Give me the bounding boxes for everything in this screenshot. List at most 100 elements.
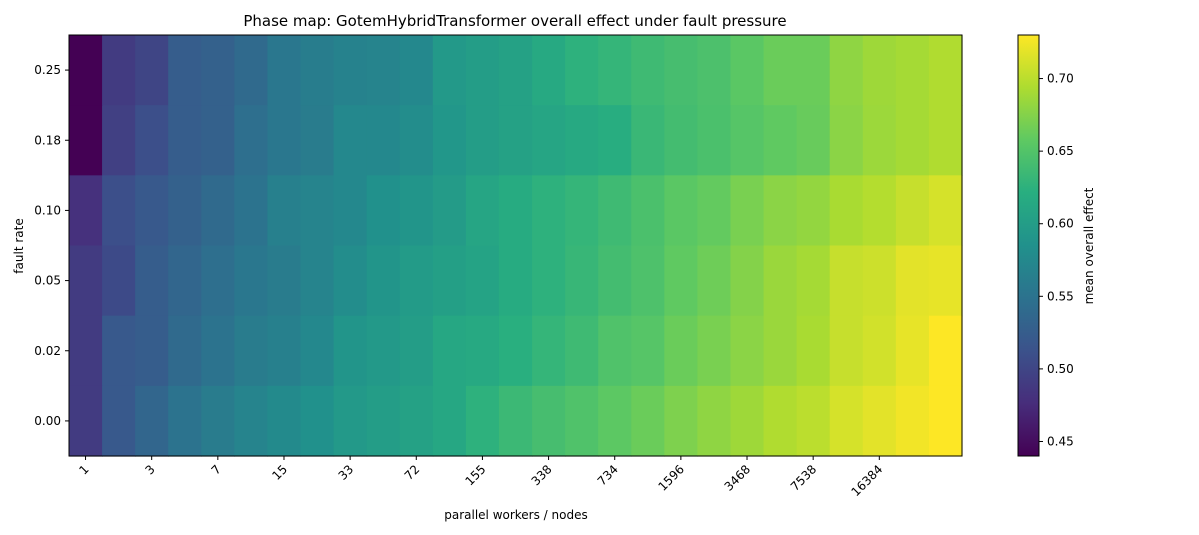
heatmap-cell bbox=[664, 315, 698, 387]
heatmap-cell bbox=[465, 315, 500, 387]
heatmap-cell bbox=[432, 315, 467, 387]
y-tick-label: 0.05 bbox=[34, 274, 61, 288]
colorbar-tick-label: 0.65 bbox=[1047, 144, 1074, 158]
heatmap-cell bbox=[300, 385, 335, 457]
heatmap-cell bbox=[135, 175, 169, 247]
heatmap-cell bbox=[565, 105, 599, 176]
heatmap-cell bbox=[532, 315, 566, 387]
heatmap-cell bbox=[928, 35, 963, 106]
heatmap-cell bbox=[465, 175, 500, 247]
heatmap-cell bbox=[565, 175, 599, 247]
heatmap-cell bbox=[697, 175, 732, 247]
heatmap-cell bbox=[796, 385, 831, 457]
heatmap-cell bbox=[598, 175, 632, 247]
y-tick-label: 0.10 bbox=[34, 203, 61, 217]
heatmap-cell bbox=[201, 105, 235, 176]
heatmap-cell bbox=[895, 385, 930, 457]
heatmap-cell bbox=[135, 105, 169, 176]
heatmap-cell bbox=[598, 245, 632, 317]
heatmap-cell bbox=[333, 35, 368, 106]
heatmap-cell bbox=[69, 105, 103, 176]
x-tick-label: 3468 bbox=[722, 462, 753, 493]
heatmap-cell bbox=[664, 385, 698, 457]
heatmap-cell bbox=[796, 105, 831, 176]
heatmap-cell bbox=[69, 175, 103, 247]
colorbar-tick-label: 0.45 bbox=[1047, 434, 1074, 448]
heatmap-cell bbox=[69, 385, 103, 457]
colorbar-tick-label: 0.55 bbox=[1047, 289, 1074, 303]
heatmap-cell bbox=[168, 35, 202, 106]
heatmap-cell bbox=[829, 385, 864, 457]
heatmap-cell bbox=[399, 175, 434, 247]
heatmap-cell bbox=[366, 315, 401, 387]
heatmap-cell bbox=[928, 245, 963, 317]
heatmap-cell bbox=[300, 175, 335, 247]
heatmap-cell bbox=[498, 315, 533, 387]
heatmap-cell bbox=[234, 315, 269, 387]
y-tick-label: 0.00 bbox=[34, 414, 61, 428]
heatmap-cell bbox=[135, 385, 169, 457]
heatmap-cell bbox=[697, 35, 732, 106]
heatmap-cell bbox=[598, 315, 632, 387]
x-tick-label: 3 bbox=[143, 462, 158, 477]
heatmap-cell bbox=[267, 245, 302, 317]
heatmap-cell bbox=[399, 245, 434, 317]
x-tick-label: 1 bbox=[76, 462, 91, 477]
heatmap-cell bbox=[135, 245, 169, 317]
heatmap-cell bbox=[300, 35, 335, 106]
heatmap-cell bbox=[862, 385, 897, 457]
heatmap-cell bbox=[267, 385, 302, 457]
heatmap-cell bbox=[664, 175, 698, 247]
x-tick-label: 155 bbox=[462, 462, 488, 488]
heatmap-cell bbox=[565, 35, 599, 106]
heatmap-cell bbox=[730, 385, 765, 457]
heatmap-cell bbox=[796, 315, 831, 387]
heatmap-cell bbox=[862, 315, 897, 387]
heatmap-cell bbox=[532, 175, 566, 247]
heatmap-cell bbox=[532, 385, 566, 457]
heatmap-cell bbox=[763, 105, 798, 176]
heatmap-cell bbox=[697, 105, 732, 176]
heatmap-cell bbox=[763, 385, 798, 457]
x-tick-label: 15 bbox=[269, 462, 290, 483]
heatmap-cell bbox=[366, 385, 401, 457]
heatmap-cell bbox=[895, 105, 930, 176]
heatmap-cell bbox=[498, 175, 533, 247]
heatmap-cell bbox=[631, 175, 665, 247]
heatmap-cell bbox=[730, 175, 765, 247]
heatmap-cell bbox=[267, 175, 302, 247]
heatmap-cell bbox=[565, 385, 599, 457]
heatmap-cell bbox=[498, 385, 533, 457]
heatmap-cell bbox=[730, 105, 765, 176]
heatmap-cell bbox=[333, 385, 368, 457]
x-tick-label: 1596 bbox=[655, 462, 686, 493]
heatmap-cell bbox=[928, 175, 963, 247]
heatmap-cell bbox=[168, 315, 202, 387]
heatmap-cell bbox=[862, 175, 897, 247]
heatmap-cell bbox=[796, 245, 831, 317]
heatmap-cell bbox=[829, 105, 864, 176]
colorbar-tick-label: 0.60 bbox=[1047, 217, 1074, 231]
heatmap-cell bbox=[234, 35, 269, 106]
x-tick-label: 33 bbox=[336, 462, 357, 483]
heatmap-cell bbox=[465, 385, 500, 457]
y-tick-label: 0.25 bbox=[34, 63, 61, 77]
heatmap-cell bbox=[135, 35, 169, 106]
heatmap-cell bbox=[102, 315, 136, 387]
heatmap-cell bbox=[928, 315, 963, 387]
heatmap-cell bbox=[366, 175, 401, 247]
heatmap-cell bbox=[598, 105, 632, 176]
heatmap-cell bbox=[102, 105, 136, 176]
heatmap-cell bbox=[333, 175, 368, 247]
heatmap-cell bbox=[399, 385, 434, 457]
heatmap-cell bbox=[631, 315, 665, 387]
heatmap-cell bbox=[829, 315, 864, 387]
heatmap-cell bbox=[333, 245, 368, 317]
heatmap-cell bbox=[730, 245, 765, 317]
x-axis-label: parallel workers / nodes bbox=[444, 508, 588, 522]
heatmap-cell bbox=[234, 385, 269, 457]
heatmap-cell bbox=[763, 175, 798, 247]
heatmap-cell bbox=[697, 245, 732, 317]
heatmap-cell bbox=[168, 175, 202, 247]
heatmap-cell bbox=[234, 245, 269, 317]
